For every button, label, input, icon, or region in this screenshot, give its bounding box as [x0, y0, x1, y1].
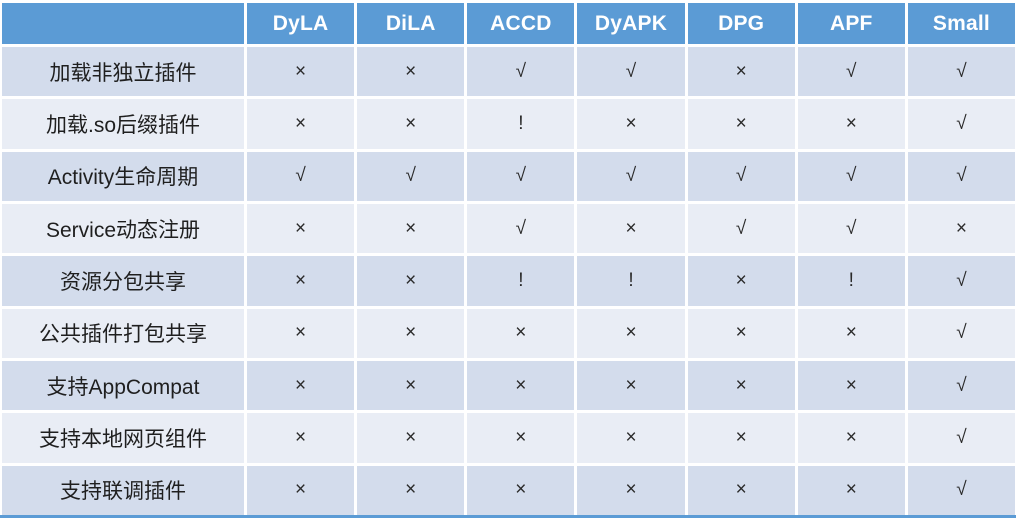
table-cell: √ — [687, 151, 795, 201]
row-label: 支持联调插件 — [2, 465, 244, 515]
table-cell: × — [247, 99, 355, 149]
table-cell: × — [467, 465, 575, 515]
table-cell: × — [357, 465, 465, 515]
table-cell: √ — [907, 47, 1015, 97]
row-label: Service动态注册 — [2, 203, 244, 254]
row-label: 加载非独立插件 — [2, 47, 244, 97]
table-cell: √ — [467, 203, 575, 254]
table-cell: ! — [577, 256, 685, 306]
table-cell: × — [907, 203, 1015, 254]
column-header-accd: ACCD — [467, 3, 575, 44]
table-cell: × — [577, 308, 685, 358]
table-cell: × — [357, 308, 465, 358]
table-cell: × — [797, 99, 905, 149]
table-cell: × — [577, 203, 685, 254]
comparison-table: DyLA DiLA ACCD DyAPK DPG APF Small 加载非独立… — [2, 3, 1015, 515]
table-cell: × — [577, 413, 685, 463]
table-cell: × — [577, 360, 685, 411]
table-cell: × — [247, 360, 355, 411]
row-label: Activity生命周期 — [2, 151, 244, 201]
table-cell: √ — [577, 151, 685, 201]
table-cell: √ — [907, 413, 1015, 463]
table-cell: × — [467, 413, 575, 463]
table-cell: × — [577, 465, 685, 515]
table-cell: × — [797, 465, 905, 515]
table-cell: √ — [797, 151, 905, 201]
table-cell: × — [797, 360, 905, 411]
row-label: 支持AppCompat — [2, 360, 244, 411]
table-cell: √ — [907, 465, 1015, 515]
table-cell: √ — [247, 151, 355, 201]
table-cell: × — [247, 308, 355, 358]
table-cell: × — [687, 308, 795, 358]
table-cell: √ — [797, 47, 905, 97]
table-cell: × — [357, 256, 465, 306]
table-cell: × — [357, 413, 465, 463]
table-cell: √ — [687, 203, 795, 254]
row-label: 支持本地网页组件 — [2, 413, 244, 463]
table-cell: √ — [907, 99, 1015, 149]
table-cell: × — [467, 360, 575, 411]
table-cell: × — [247, 465, 355, 515]
table-cell: × — [247, 47, 355, 97]
table-cell: × — [357, 47, 465, 97]
table-cell: × — [687, 413, 795, 463]
column-header-dpg: DPG — [687, 3, 795, 44]
corner-header-cell — [2, 3, 244, 44]
table-cell: × — [357, 203, 465, 254]
row-label: 加载.so后缀插件 — [2, 99, 244, 149]
table-cell: × — [467, 308, 575, 358]
table-cell: √ — [357, 151, 465, 201]
row-label: 公共插件打包共享 — [2, 308, 244, 358]
table-cell: × — [357, 360, 465, 411]
table-cell: × — [577, 99, 685, 149]
table-cell: ! — [467, 256, 575, 306]
column-header-dyapk: DyAPK — [577, 3, 685, 44]
column-header-dila: DiLA — [357, 3, 465, 44]
table-cell: √ — [907, 308, 1015, 358]
table-cell: √ — [797, 203, 905, 254]
table-cell: × — [357, 99, 465, 149]
table-cell: × — [797, 308, 905, 358]
table-cell: √ — [577, 47, 685, 97]
column-header-dyla: DyLA — [247, 3, 355, 44]
table-cell: ! — [467, 99, 575, 149]
table-cell: √ — [907, 151, 1015, 201]
row-label: 资源分包共享 — [2, 256, 244, 306]
table-cell: × — [247, 413, 355, 463]
table-cell: × — [797, 413, 905, 463]
table-cell: √ — [907, 256, 1015, 306]
table-cell: × — [687, 465, 795, 515]
table-cell: × — [687, 47, 795, 97]
table-cell: × — [247, 203, 355, 254]
table-cell: √ — [907, 360, 1015, 411]
table-cell: × — [687, 99, 795, 149]
table-cell: × — [687, 360, 795, 411]
column-header-small: Small — [907, 3, 1015, 44]
table-cell: × — [687, 256, 795, 306]
table-cell: √ — [467, 151, 575, 201]
table-cell: ! — [797, 256, 905, 306]
column-header-apf: APF — [797, 3, 905, 44]
table-cell: √ — [467, 47, 575, 97]
table-cell: × — [247, 256, 355, 306]
